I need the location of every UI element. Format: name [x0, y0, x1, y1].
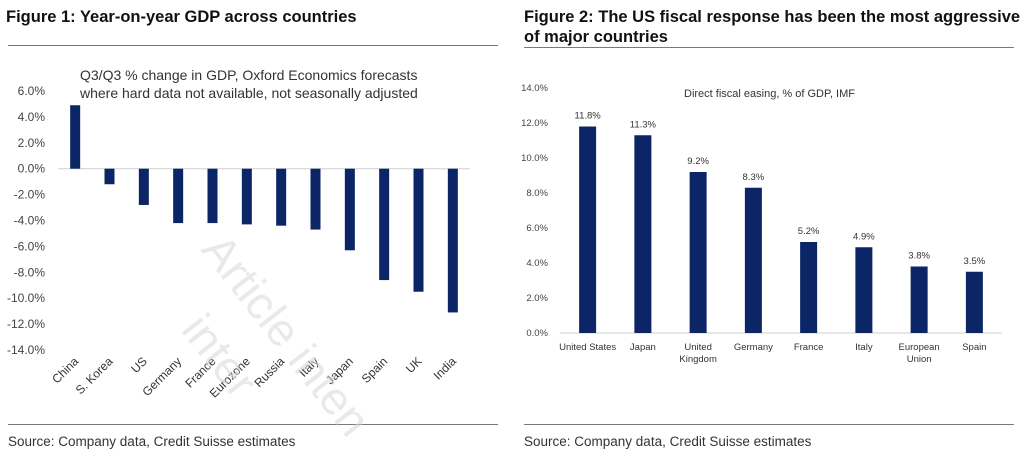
bar-s-korea — [104, 168, 115, 185]
x-tick-label: France — [794, 342, 824, 353]
x-tick-label: US — [128, 354, 150, 376]
bar-spain — [965, 271, 983, 333]
figure-1-bottom-rule — [8, 424, 498, 425]
x-tick-label: Italy — [296, 354, 321, 379]
bar-germany — [744, 187, 762, 333]
y-tick-label: -10.0% — [7, 291, 45, 305]
y-tick-label: 2.0% — [18, 136, 46, 150]
y-tick-label: 0.0% — [526, 328, 548, 339]
y-tick-label: -12.0% — [7, 317, 45, 331]
bar-france — [207, 168, 218, 224]
x-tick-label: S. Korea — [73, 354, 116, 397]
x-tick-label: Italy — [855, 342, 873, 353]
figure-2-top-rule — [524, 47, 1014, 48]
bar-china — [70, 105, 81, 169]
y-tick-label: 6.0% — [526, 223, 548, 234]
figure-2-bottom-rule — [524, 424, 1014, 425]
x-tick-label: Union — [907, 354, 932, 365]
y-tick-label: 2.0% — [526, 293, 548, 304]
data-label: 11.3% — [630, 119, 657, 130]
data-label: 8.3% — [743, 172, 765, 183]
x-tick-label: India — [431, 354, 460, 383]
figure-2-source: Source: Company data, Credit Suisse esti… — [524, 434, 812, 449]
y-tick-label: 4.0% — [18, 110, 46, 124]
bar-eurozone — [241, 168, 252, 225]
figure-2-subtitle: Direct fiscal easing, % of GDP, IMF — [684, 88, 855, 100]
x-tick-label: United — [684, 342, 711, 353]
data-label: 5.2% — [798, 226, 820, 237]
figure-1-chart: Q3/Q3 % change in GDP, Oxford Economics … — [7, 67, 470, 400]
figure-1-panel: Figure 1: Year-on-year GDP across countr… — [6, 8, 498, 449]
bar-italy — [855, 247, 873, 333]
figure-1-title: Figure 1: Year-on-year GDP across countr… — [6, 8, 357, 26]
figure-2-title-line-2: of major countries — [524, 28, 668, 46]
data-label: 3.8% — [908, 251, 930, 262]
y-tick-label: 8.0% — [526, 188, 548, 199]
x-tick-label: Kingdom — [679, 354, 717, 365]
y-tick-label: -6.0% — [14, 239, 46, 253]
bar-us — [138, 168, 149, 205]
y-tick-label: -4.0% — [14, 214, 46, 228]
bar-india — [447, 168, 458, 313]
bar-russia — [276, 168, 287, 226]
figure-1-subtitle-line: Q3/Q3 % change in GDP, Oxford Economics … — [80, 67, 417, 83]
y-tick-label: 4.0% — [526, 258, 548, 269]
figure-1-source: Source: Company data, Credit Suisse esti… — [8, 434, 296, 449]
y-tick-label: -2.0% — [14, 188, 46, 202]
data-label: 9.2% — [687, 156, 709, 167]
x-tick-label: United States — [559, 342, 616, 353]
x-tick-label: Japan — [630, 342, 656, 353]
y-tick-label: 14.0% — [521, 83, 548, 94]
bar-united-kingdom — [689, 172, 707, 333]
figure-2-panel: Figure 2: The US fiscal response has bee… — [512, 0, 1024, 462]
data-label: 11.8% — [575, 111, 602, 122]
y-tick-label: 0.0% — [18, 162, 46, 176]
y-tick-label: 10.0% — [521, 153, 548, 164]
x-tick-label: European — [899, 342, 940, 353]
y-tick-label: 12.0% — [521, 118, 548, 129]
figure-1-subtitle-line: where hard data not available, not seaso… — [79, 85, 418, 101]
bar-japan — [344, 168, 355, 251]
x-tick-label: Japan — [323, 354, 356, 387]
figure-2-chart: Direct fiscal easing, % of GDP, IMF 14.0%… — [521, 83, 1002, 365]
x-tick-label: UK — [403, 354, 425, 376]
bar-european-union — [910, 266, 928, 333]
y-tick-label: -8.0% — [14, 265, 46, 279]
y-tick-label: -14.0% — [7, 343, 45, 357]
x-tick-label: Germany — [734, 342, 773, 353]
data-label: 4.9% — [853, 231, 875, 242]
x-tick-label: Spain — [962, 342, 986, 353]
bar-italy — [310, 168, 321, 230]
bar-germany — [173, 168, 184, 224]
data-label: 3.5% — [964, 256, 986, 267]
figure-1-top-rule — [8, 45, 498, 46]
x-tick-label: Spain — [359, 354, 391, 386]
bar-united-states — [579, 126, 597, 333]
bar-spain — [379, 168, 390, 281]
x-tick-label: China — [49, 354, 81, 386]
bar-uk — [413, 168, 424, 292]
figure-2-title-line-1: Figure 2: The US fiscal response has bee… — [524, 8, 1021, 26]
x-tick-label: Russia — [251, 354, 287, 390]
bar-japan — [634, 135, 652, 333]
bar-france — [800, 242, 818, 333]
y-tick-label: 6.0% — [18, 84, 46, 98]
